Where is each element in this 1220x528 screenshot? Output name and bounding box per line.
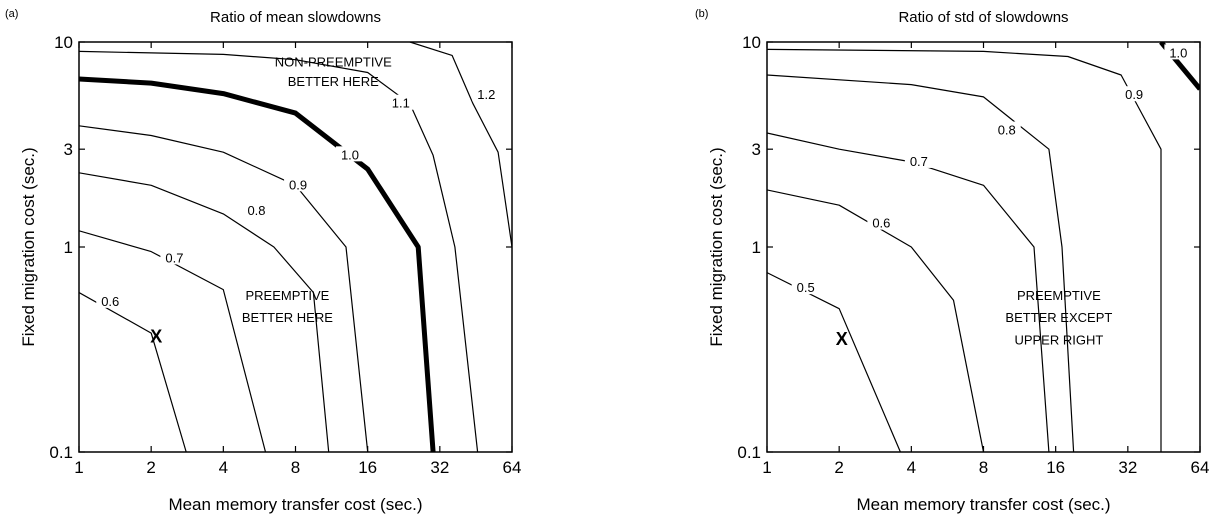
chart-panel-a: (a) Ratio of mean slowdowns 0.6 0.7 0.8 0.9 1.… <box>5 8 521 514</box>
x-tick-label: 32 <box>430 458 449 477</box>
contour-line <box>767 189 985 452</box>
contour-label: 0.7 <box>910 154 928 169</box>
annotation: BETTER EXCEPT <box>1005 310 1112 325</box>
contour-line <box>79 125 369 452</box>
contour-line <box>767 132 1050 452</box>
contour-group <box>79 42 512 452</box>
contour-label-bg <box>791 279 820 295</box>
marker-x: X <box>150 327 162 347</box>
contour-line <box>409 42 512 248</box>
panel-label: (b) <box>695 8 708 20</box>
x-tick-label: 2 <box>146 458 155 477</box>
contour-line <box>79 230 267 452</box>
annotation: BETTER HERE <box>242 310 333 325</box>
annotation: NON-PREEMPTIVE <box>275 54 392 69</box>
x-tick-label: 2 <box>834 458 843 477</box>
contour-label-bg <box>992 121 1021 137</box>
contour-label-bg <box>386 94 415 110</box>
contour-label-bg <box>335 146 364 162</box>
y-tick-label: 1 <box>752 238 761 257</box>
y-axis-label: Fixed migration cost (sec.) <box>707 147 726 346</box>
y-tick-label: 3 <box>64 140 73 159</box>
plot-frame <box>78 41 513 453</box>
annotation: BETTER HERE <box>288 74 379 89</box>
contour-label: 1.2 <box>477 87 495 102</box>
contour-label: 1.0 <box>1169 45 1187 60</box>
x-tick-label: 4 <box>907 458 916 477</box>
y-tick-label: 3 <box>752 140 761 159</box>
plot-frame <box>766 41 1201 453</box>
contour-label-bg <box>867 214 896 230</box>
x-tick-label: 4 <box>219 458 228 477</box>
contour-label: 0.8 <box>247 203 265 218</box>
chart-title: Ratio of std of slowdowns <box>898 9 1068 26</box>
contour-label: 1.1 <box>392 96 410 111</box>
y-tick-label: 0.1 <box>49 443 73 462</box>
contour-group <box>767 42 1200 452</box>
y-tick-label: 1 <box>64 238 73 257</box>
contour-line <box>767 48 1162 452</box>
contour-label-bg <box>904 152 933 168</box>
contour-line <box>79 291 187 452</box>
contour-line <box>767 272 901 452</box>
contour-label: 0.6 <box>101 294 119 309</box>
annotation: UPPER RIGHT <box>1014 332 1103 347</box>
contour-line <box>79 76 436 452</box>
contour-label: 0.6 <box>872 216 890 231</box>
x-tick-label: 1 <box>762 458 771 477</box>
x-axis-label: Mean memory transfer cost (sec.) <box>856 495 1110 514</box>
y-tick-label: 10 <box>742 33 761 52</box>
contour-label: 0.9 <box>289 177 307 192</box>
x-tick-label: 32 <box>1118 458 1137 477</box>
annotation: PREEMPTIVE <box>245 288 329 303</box>
contour-label-bg <box>96 292 125 308</box>
chart-panel-b: (b) Ratio of std of slowdowns 0.5 0.6 0.7 0.8… <box>695 8 1209 514</box>
x-tick-label: 8 <box>979 458 988 477</box>
x-tick-label: 1 <box>74 458 83 477</box>
y-tick-label: 0.1 <box>737 443 761 462</box>
contour-label: 1.0 <box>341 147 359 162</box>
contour-label: 0.8 <box>998 123 1016 138</box>
y-tick-label: 10 <box>54 33 73 52</box>
chart-title: Ratio of mean slowdowns <box>210 9 381 26</box>
x-tick-label: 16 <box>358 458 377 477</box>
x-tick-label: 64 <box>1191 458 1210 477</box>
contour-label-bg <box>284 176 313 192</box>
contour-label-bg <box>160 249 189 265</box>
contour-line <box>79 172 330 452</box>
contour-line <box>79 50 479 452</box>
contour-label: 0.9 <box>1125 87 1143 102</box>
contour-line <box>767 74 1075 452</box>
x-tick-label: 64 <box>503 458 522 477</box>
panel-label: (a) <box>5 8 18 20</box>
x-tick-label: 16 <box>1046 458 1065 477</box>
contour-label: 0.5 <box>797 280 815 295</box>
contour-label: 0.7 <box>165 250 183 265</box>
contour-label-bg <box>1164 44 1193 60</box>
y-axis-label: Fixed migration cost (sec.) <box>19 147 38 346</box>
contour-label-bg <box>242 201 271 217</box>
annotation: PREEMPTIVE <box>1017 288 1101 303</box>
x-axis-label: Mean memory transfer cost (sec.) <box>168 495 422 514</box>
x-tick-label: 8 <box>291 458 300 477</box>
contour-label-bg <box>472 86 501 102</box>
marker-x: X <box>836 329 848 349</box>
contour-label-bg <box>1120 86 1149 102</box>
